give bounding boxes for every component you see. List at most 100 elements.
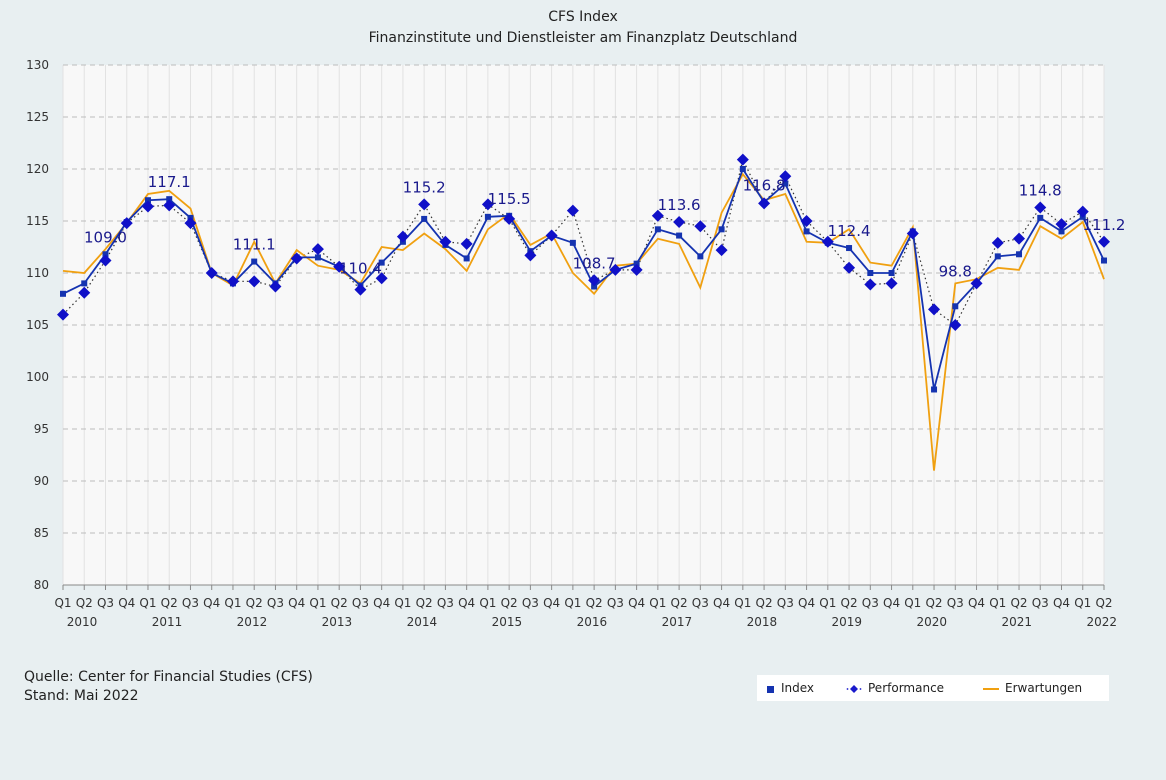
performance-point <box>715 244 728 257</box>
y-axis-ticks: 80 85 90 95 100 105 110 115 120 125 130 <box>26 58 49 592</box>
x-tick-quarter: Q1 <box>479 596 496 610</box>
x-tick-quarter: Q1 <box>819 596 836 610</box>
x-tick-quarter: Q4 <box>798 596 815 610</box>
index-point <box>846 245 853 252</box>
x-tick-quarter: Q1 <box>54 596 71 610</box>
value-annotation: 108.7 <box>573 254 616 272</box>
performance-point <box>226 275 239 288</box>
index-point <box>81 280 88 287</box>
x-tick-quarter: Q1 <box>564 596 581 610</box>
x-tick-quarter: Q2 <box>1010 596 1027 610</box>
index-point <box>952 303 959 310</box>
value-annotation: 111.1 <box>233 236 276 254</box>
index-point <box>1016 251 1023 258</box>
value-annotation: 115.5 <box>488 190 531 208</box>
x-tick-quarter: Q3 <box>522 596 539 610</box>
performance-point <box>460 237 473 250</box>
y-tick-label: 85 <box>34 526 49 540</box>
performance-point <box>57 308 69 321</box>
y-tick-label: 100 <box>26 370 49 384</box>
index-point <box>994 253 1001 260</box>
date-line: Stand: Mai 2022 <box>24 688 139 704</box>
performance-point <box>1098 235 1110 248</box>
performance-point <box>375 272 388 285</box>
x-tick-quarter: Q3 <box>692 596 709 610</box>
index-point <box>144 197 151 204</box>
x-tick-quarter: Q2 <box>586 596 603 610</box>
index-point <box>654 226 661 233</box>
x-tick-year: 2013 <box>322 615 353 629</box>
value-annotation: 115.2 <box>403 178 446 196</box>
value-annotation: 114.8 <box>1019 181 1062 199</box>
value-annotation: 109.0 <box>84 228 127 246</box>
legend-label-erwartungen: Erwartungen <box>1005 681 1083 695</box>
x-tick-quarter: Q2 <box>416 596 433 610</box>
x-tick-quarter: Q4 <box>543 596 560 610</box>
performance-point <box>99 254 112 267</box>
x-tick-quarter: Q1 <box>649 596 666 610</box>
performance-point <box>141 200 154 213</box>
x-axis-ticks: Q1 Q2 Q3 Q4 Q1 Q2 Q3 Q4 Q1 Q2 Q3 Q4 Q1 Q2 Q3 Q4 Q1 Q2 Q3 Q4… <box>54 585 1117 629</box>
legend: Index Performance Erwartungen <box>757 675 1109 701</box>
index-point <box>718 226 725 233</box>
cfs-chart: CFS Index Finanzinstitute und Dienstleis… <box>26 9 1125 629</box>
performance-point <box>1055 218 1068 231</box>
index-point <box>1058 228 1065 235</box>
performance-point <box>333 260 346 273</box>
x-tick-year: 2016 <box>577 615 608 629</box>
index-point <box>102 251 109 258</box>
x-tick-quarter: Q3 <box>862 596 879 610</box>
x-tick-year: 2022 <box>1086 615 1117 629</box>
performance-point <box>736 153 749 166</box>
performance-point <box>1076 205 1089 218</box>
x-tick-quarter: Q4 <box>883 596 900 610</box>
x-tick-quarter: Q3 <box>947 596 964 610</box>
performance-point <box>269 280 282 293</box>
legend-item-index: Index <box>765 681 814 695</box>
index-point <box>888 270 895 276</box>
x-tick-quarter: Q4 <box>1053 596 1070 610</box>
performance-point <box>694 220 707 233</box>
index-point <box>591 283 598 290</box>
performance-point <box>396 230 409 243</box>
value-annotations: 109.0 117.1 111.1 110.4 115.2 115.5 108.7 113.6… <box>84 173 1125 280</box>
x-tick-quarter: Q3 <box>97 596 114 610</box>
orange-line-icon <box>983 687 999 690</box>
performance-point <box>481 198 494 211</box>
performance-point <box>566 204 579 217</box>
value-annotation: 110.4 <box>339 259 382 277</box>
series-markers <box>57 153 1110 393</box>
index-point <box>463 255 470 262</box>
performance-point <box>843 261 856 274</box>
performance-point <box>439 235 452 248</box>
x-tick-quarter: Q1 <box>904 596 921 610</box>
x-tick-quarter: Q2 <box>1095 596 1112 610</box>
x-tick-quarter: Q4 <box>118 596 135 610</box>
performance-point <box>184 217 197 230</box>
performance-point <box>779 170 792 183</box>
index-point <box>421 215 428 222</box>
performance-point <box>906 227 919 240</box>
value-annotation: 111.2 <box>1083 216 1126 234</box>
performance-point <box>928 303 941 316</box>
index-point <box>803 228 810 235</box>
source-note: Quelle: Center for Financial Studies (CF… <box>24 668 313 706</box>
x-tick-quarter: Q2 <box>331 596 348 610</box>
performance-point <box>311 243 324 256</box>
performance-point <box>524 249 537 262</box>
x-tick-quarter: Q4 <box>288 596 305 610</box>
x-tick-quarter: Q4 <box>968 596 985 610</box>
index-point <box>484 213 491 220</box>
performance-point <box>290 252 303 265</box>
x-tick-quarter: Q2 <box>246 596 263 610</box>
x-tick-quarter: Q4 <box>713 596 730 610</box>
x-tick-quarter: Q2 <box>925 596 942 610</box>
performance-line <box>62 157 1105 326</box>
erwartungen-line <box>62 172 1105 471</box>
x-tick-year: 2017 <box>662 615 693 629</box>
x-tick-quarter: Q3 <box>267 596 284 610</box>
y-tick-label: 125 <box>26 110 49 124</box>
x-tick-quarter: Q3 <box>182 596 199 610</box>
index-point <box>166 196 173 203</box>
x-tick-quarter: Q3 <box>1032 596 1049 610</box>
